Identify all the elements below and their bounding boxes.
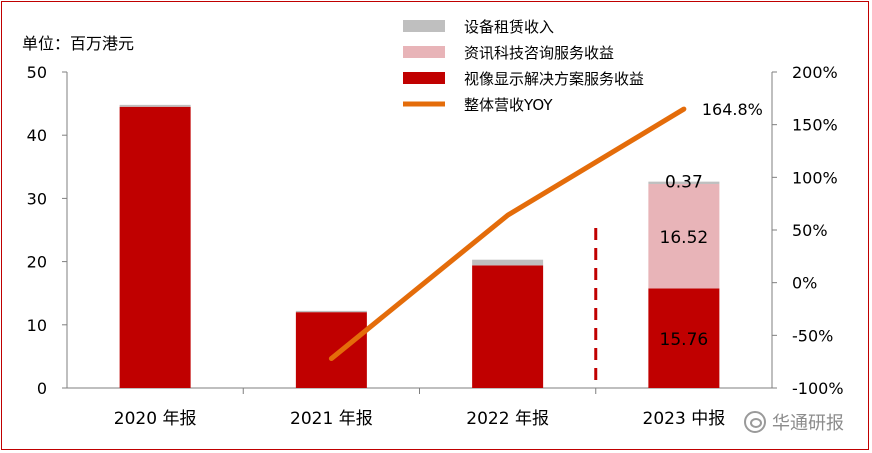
bar-segment bbox=[119, 106, 191, 388]
bar-data-label: 15.76 bbox=[660, 330, 709, 350]
legend-swatch bbox=[403, 20, 445, 32]
y-right-tick-label: 0% bbox=[792, 274, 817, 293]
unit-label: 单位：百万港元 bbox=[22, 34, 134, 53]
legend-swatch bbox=[403, 46, 445, 58]
bar-segment bbox=[648, 181, 720, 184]
bar-segment bbox=[648, 183, 720, 289]
y-left-tick-label: 10 bbox=[27, 316, 47, 335]
y-left-tick-label: 0 bbox=[37, 379, 47, 398]
x-tick-label: 2022 年报 bbox=[466, 409, 549, 429]
wechat-icon bbox=[744, 411, 766, 433]
legend-label: 视像显示解决方案服务收益 bbox=[464, 70, 644, 88]
y-right-tick-label: 150% bbox=[792, 116, 838, 135]
bar-data-label: 0.37 bbox=[665, 173, 703, 193]
x-tick-label: 2023 中报 bbox=[643, 409, 726, 429]
bar-segment bbox=[119, 104, 191, 107]
legend-label: 资讯科技咨询服务收益 bbox=[464, 44, 614, 62]
x-tick-label: 2020 年报 bbox=[114, 409, 197, 429]
y-right-tick-label: -50% bbox=[792, 326, 833, 345]
bar-segment bbox=[648, 288, 720, 388]
bar-segment bbox=[472, 265, 544, 388]
y-left-tick-label: 20 bbox=[27, 253, 47, 272]
y-right-tick-label: 50% bbox=[792, 221, 828, 240]
bar-segment bbox=[472, 259, 544, 266]
legend-label: 设备租赁收入 bbox=[464, 18, 554, 36]
y-left-tick-label: 50 bbox=[27, 63, 47, 82]
bar-segment bbox=[295, 312, 367, 388]
bar-data-label: 16.52 bbox=[660, 228, 709, 248]
legend-swatch bbox=[403, 72, 445, 84]
y-right-tick-label: -100% bbox=[792, 379, 844, 398]
watermark-text: 华通研报 bbox=[772, 413, 844, 434]
bar-segment bbox=[295, 310, 367, 313]
legend-label: 整体营收YOY bbox=[464, 96, 553, 114]
y-left-tick-label: 40 bbox=[27, 126, 47, 145]
y-right-tick-label: 200% bbox=[792, 63, 838, 82]
yoy-end-label: 164.8% bbox=[702, 100, 763, 119]
y-left-tick-label: 30 bbox=[27, 189, 47, 208]
y-right-tick-label: 100% bbox=[792, 168, 838, 187]
watermark: 华通研报 bbox=[744, 409, 844, 435]
yoy-line bbox=[328, 106, 687, 362]
x-tick-label: 2021 年报 bbox=[290, 409, 373, 429]
